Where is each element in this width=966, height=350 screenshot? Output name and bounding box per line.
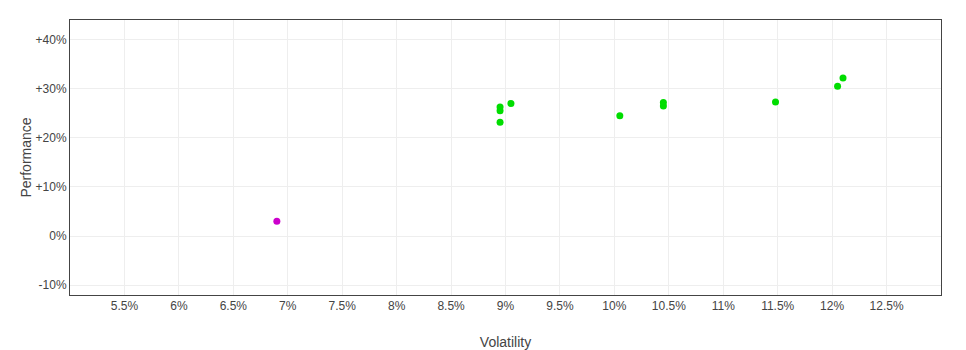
svg-text:Performance: Performance [18,117,34,197]
svg-text:6%: 6% [170,299,188,313]
svg-text:-10%: -10% [39,278,67,292]
svg-text:+20%: +20% [36,131,67,145]
svg-text:8%: 8% [388,299,406,313]
svg-text:11.5%: 11.5% [761,299,794,313]
svg-text:5.5%: 5.5% [111,299,139,313]
svg-text:7.5%: 7.5% [329,299,357,313]
svg-text:9.5%: 9.5% [546,299,574,313]
svg-text:11%: 11% [712,299,735,313]
svg-text:12.5%: 12.5% [870,299,904,313]
svg-text:10.5%: 10.5% [652,299,686,313]
svg-text:6.5%: 6.5% [220,299,248,313]
svg-text:9%: 9% [497,299,515,313]
svg-text:+40%: +40% [36,33,67,47]
svg-text:10%: 10% [602,299,626,313]
svg-text:+10%: +10% [36,180,67,194]
svg-text:7%: 7% [279,299,297,313]
svg-text:Volatility: Volatility [480,334,531,350]
svg-text:8.5%: 8.5% [437,299,465,313]
svg-text:12%: 12% [820,299,844,313]
svg-text:+30%: +30% [36,82,67,96]
svg-text:0%: 0% [49,229,67,243]
